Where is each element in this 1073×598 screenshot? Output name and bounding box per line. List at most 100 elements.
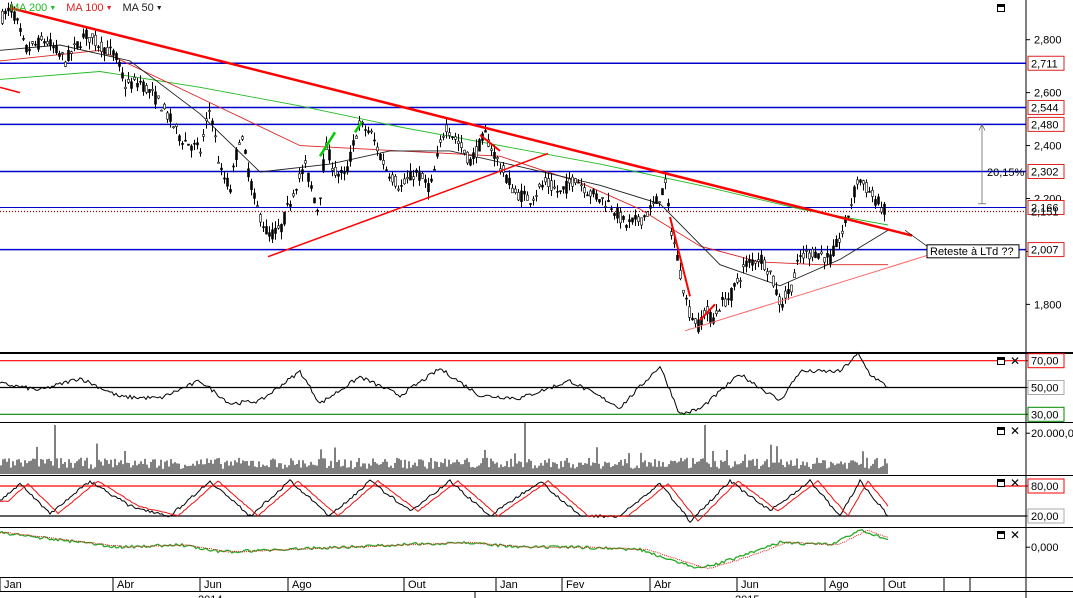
indicator-label-box	[1027, 406, 1065, 422]
close-panel-icon[interactable]: ✕	[1010, 424, 1021, 438]
candle-body	[796, 259, 799, 262]
indicator-label-box	[1027, 508, 1065, 524]
candles	[1, 1, 886, 334]
candle-body	[874, 199, 877, 206]
candle-body	[688, 306, 691, 318]
candle-body	[55, 45, 58, 54]
candle-body	[787, 289, 790, 295]
candle-body	[430, 178, 433, 182]
trendline	[699, 303, 716, 321]
candle-body	[292, 193, 295, 197]
measure-arrow-head	[978, 123, 986, 131]
candle-body	[679, 270, 682, 279]
candle-body	[721, 296, 724, 301]
candle-body	[175, 124, 178, 127]
candle-body	[400, 185, 403, 187]
month-label: Jan	[4, 579, 22, 591]
candle-body	[469, 158, 472, 166]
candle-body	[826, 252, 829, 258]
candle-body	[220, 167, 223, 170]
candle-body	[91, 33, 94, 38]
candle-body	[199, 151, 202, 154]
month-label: Abr	[117, 579, 134, 591]
candle-body	[433, 168, 436, 171]
indicator-tick-label: 20,00	[1031, 511, 1059, 523]
candle-body	[814, 251, 817, 258]
candle-body	[574, 178, 577, 184]
candle-body	[748, 259, 751, 263]
candle-body	[214, 135, 217, 138]
candle-body	[733, 283, 736, 287]
candle-body	[367, 130, 370, 133]
maximize-panel-icon[interactable]	[997, 357, 1005, 365]
candle-body	[70, 51, 73, 54]
candle-body	[751, 259, 754, 266]
candle-body	[52, 46, 55, 49]
candle-body	[355, 135, 358, 139]
candle-body	[496, 157, 499, 160]
indicator-tick-label: 80,00	[1031, 481, 1059, 493]
candle-body	[655, 196, 658, 204]
candle-body	[217, 161, 220, 164]
close-panel-icon[interactable]: ✕	[1010, 476, 1021, 490]
candle-body	[160, 109, 163, 112]
candle-body	[601, 197, 604, 199]
candle-body	[301, 169, 304, 175]
indicator-label-box	[1027, 353, 1065, 369]
candle-body	[769, 270, 772, 273]
measure-percent-label: 20,15%	[987, 167, 1025, 179]
last-price-label: 2,151	[1031, 206, 1059, 218]
candle-body	[184, 139, 187, 142]
macd-signal-line	[0, 529, 889, 570]
candle-body	[274, 227, 277, 234]
maximize-panel-icon[interactable]	[997, 4, 1005, 12]
candle-body	[352, 140, 355, 146]
candle-body	[100, 41, 103, 52]
indicator-label-box	[1027, 380, 1065, 395]
candle-body	[490, 148, 493, 151]
candle-body	[118, 61, 121, 67]
candle-body	[865, 182, 868, 193]
candle-body	[229, 188, 232, 193]
close-panel-icon[interactable]: ✕	[1010, 354, 1021, 368]
candle-body	[94, 34, 97, 46]
callout-text: Reteste à LTd ??	[930, 246, 1014, 258]
candle-body	[736, 278, 739, 283]
level-label: 2,302	[1031, 167, 1059, 179]
candle-body	[580, 184, 583, 187]
candle-body	[256, 205, 259, 207]
candle-body	[859, 179, 862, 183]
candle-body	[694, 318, 697, 324]
trendline	[267, 152, 549, 258]
candle-body	[880, 207, 883, 213]
year-label: 2015	[735, 594, 759, 598]
stochastic-signal-line	[0, 479, 889, 522]
legend-ma200-label: MA 200	[10, 2, 48, 14]
candle-body	[451, 136, 454, 138]
candle-body	[541, 184, 544, 188]
candle-body	[649, 205, 652, 209]
candle-body	[691, 317, 694, 321]
legend-ma100[interactable]: MA 100 ▼	[66, 2, 112, 14]
candle-body	[142, 81, 145, 92]
candle-body	[745, 260, 748, 267]
candle-body	[448, 132, 451, 136]
maximize-panel-icon[interactable]	[997, 479, 1005, 487]
legend-ma50[interactable]: MA 50 ▼	[123, 2, 163, 14]
maximize-panel-icon[interactable]	[997, 427, 1005, 435]
candle-body	[208, 110, 211, 112]
candle-body	[625, 225, 628, 228]
candle-body	[151, 88, 154, 91]
candle-body	[841, 230, 844, 234]
candle-body	[823, 257, 826, 263]
candle-body	[364, 129, 367, 131]
candle-body	[457, 140, 460, 144]
candle-body	[85, 29, 88, 39]
candle-body	[106, 47, 109, 56]
legend-ma200[interactable]: MA 200 ▼	[10, 2, 56, 14]
moving-average-line	[0, 49, 888, 266]
level-label-box	[1027, 199, 1065, 215]
candle-body	[271, 229, 274, 240]
close-panel-icon[interactable]: ✕	[1010, 528, 1021, 542]
maximize-panel-icon[interactable]	[997, 531, 1005, 539]
